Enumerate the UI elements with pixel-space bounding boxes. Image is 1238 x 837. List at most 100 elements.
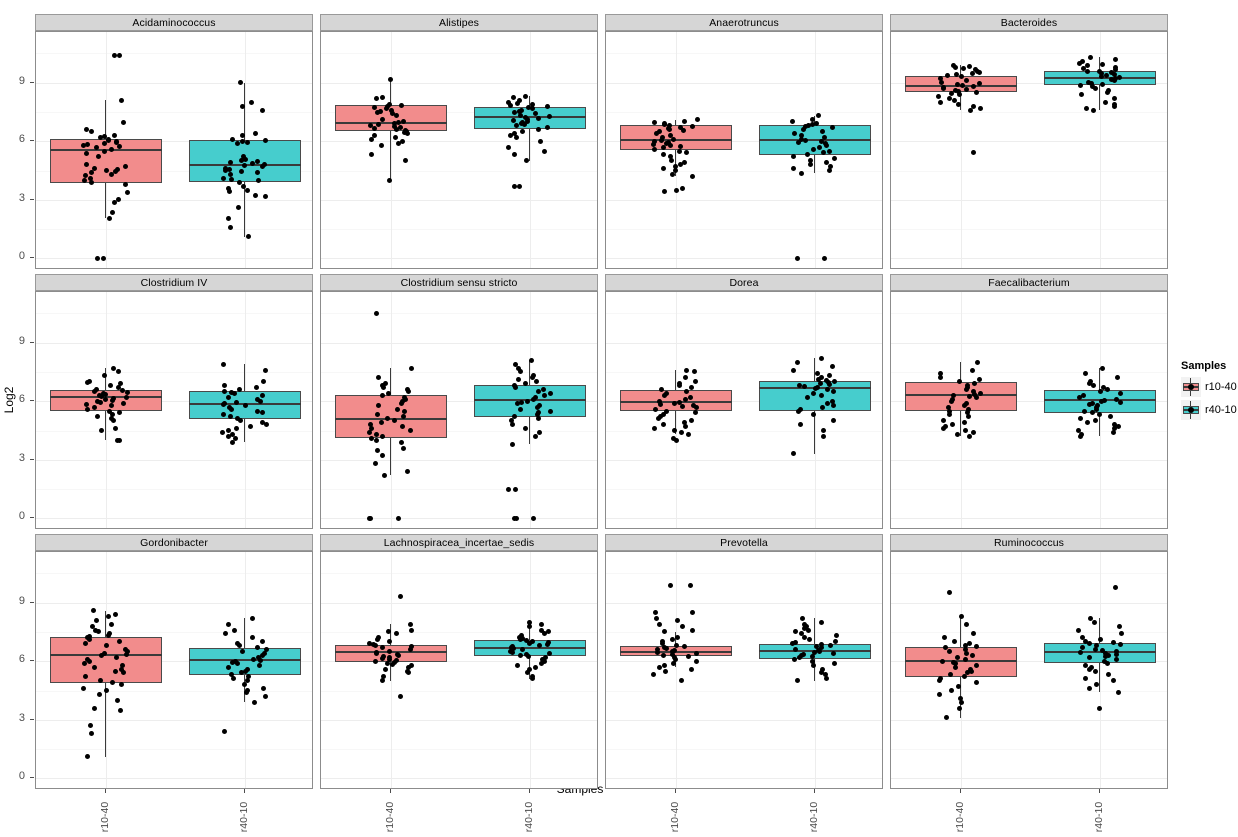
gridline [891,170,1167,172]
data-point [94,398,100,404]
data-point [518,369,524,375]
data-point [681,119,687,125]
gridline-vertical [960,32,962,268]
data-point [962,420,968,426]
data-point [828,643,834,649]
gridline-vertical [390,552,392,788]
data-point [1080,392,1086,398]
data-point [668,154,674,160]
data-point [818,670,824,676]
data-point [116,639,122,645]
data-point [118,707,124,713]
data-point [664,390,670,396]
facet-plot-area [890,31,1168,269]
data-point [108,146,114,152]
data-point [115,385,121,391]
data-point [823,160,829,166]
data-point [381,674,387,680]
data-point [802,384,808,390]
data-point [942,645,948,651]
data-point [810,390,816,396]
data-point [230,676,236,682]
data-point [369,435,375,441]
data-point [806,627,812,633]
gridline-vertical [1099,552,1101,788]
data-point [395,515,401,521]
data-point [402,396,408,402]
data-point [100,390,106,396]
gridline [606,573,882,575]
data-point [796,383,802,389]
data-point [119,388,125,394]
gridline [891,111,1167,113]
data-point [826,382,832,388]
data-point [515,662,521,668]
data-point [85,141,91,147]
data-point [123,394,129,400]
data-point [976,81,982,87]
data-point [1111,95,1117,101]
data-point [964,670,970,676]
data-point [1098,398,1104,404]
data-point [373,431,379,437]
data-point [652,609,658,615]
data-point [1076,627,1082,633]
data-point [791,451,797,457]
data-point [225,664,231,670]
data-point [234,416,240,422]
gridline [321,459,597,461]
data-point [406,388,412,394]
data-point [1103,653,1109,659]
data-point [811,662,817,668]
data-point [119,682,125,688]
data-point [220,429,226,435]
y-tick-mark [30,400,34,402]
data-point [399,439,405,445]
legend-item[interactable]: r10-40 [1181,377,1237,397]
boxplot-group [36,552,312,788]
data-point [402,158,408,164]
data-point [1079,58,1085,64]
data-point [527,641,533,647]
median-line [758,139,871,142]
data-point [1114,648,1120,654]
data-point [1086,401,1092,407]
data-point [408,621,414,627]
data-point [525,653,531,659]
data-point [259,652,265,658]
data-point [811,412,817,418]
facet-plot-area [605,551,883,789]
gridline [36,170,312,172]
data-point [967,393,973,399]
legend-item[interactable]: r40-10 [1181,400,1237,420]
data-point [971,429,977,435]
data-point [259,420,265,426]
data-point [1091,619,1097,625]
data-point [790,367,796,373]
data-point [395,140,401,146]
data-point [83,401,89,407]
data-point [253,130,259,136]
data-point [794,359,800,365]
y-tick-label: 9 [18,74,25,87]
data-point [399,400,405,406]
data-point [106,613,112,619]
data-point [520,647,526,653]
median-line [334,417,447,420]
data-point [653,615,659,621]
data-point [541,148,547,154]
data-point [406,670,412,676]
data-point [374,637,380,643]
facet-plot-area [320,31,598,269]
data-point [229,176,234,182]
data-point [795,408,801,414]
data-point [114,139,120,145]
legend-key-icon [1181,377,1201,397]
data-point [532,433,538,439]
data-point [229,431,235,437]
data-point [109,397,115,403]
data-point [246,674,252,680]
data-point [389,107,395,113]
data-point [382,472,388,478]
data-point [936,678,942,684]
